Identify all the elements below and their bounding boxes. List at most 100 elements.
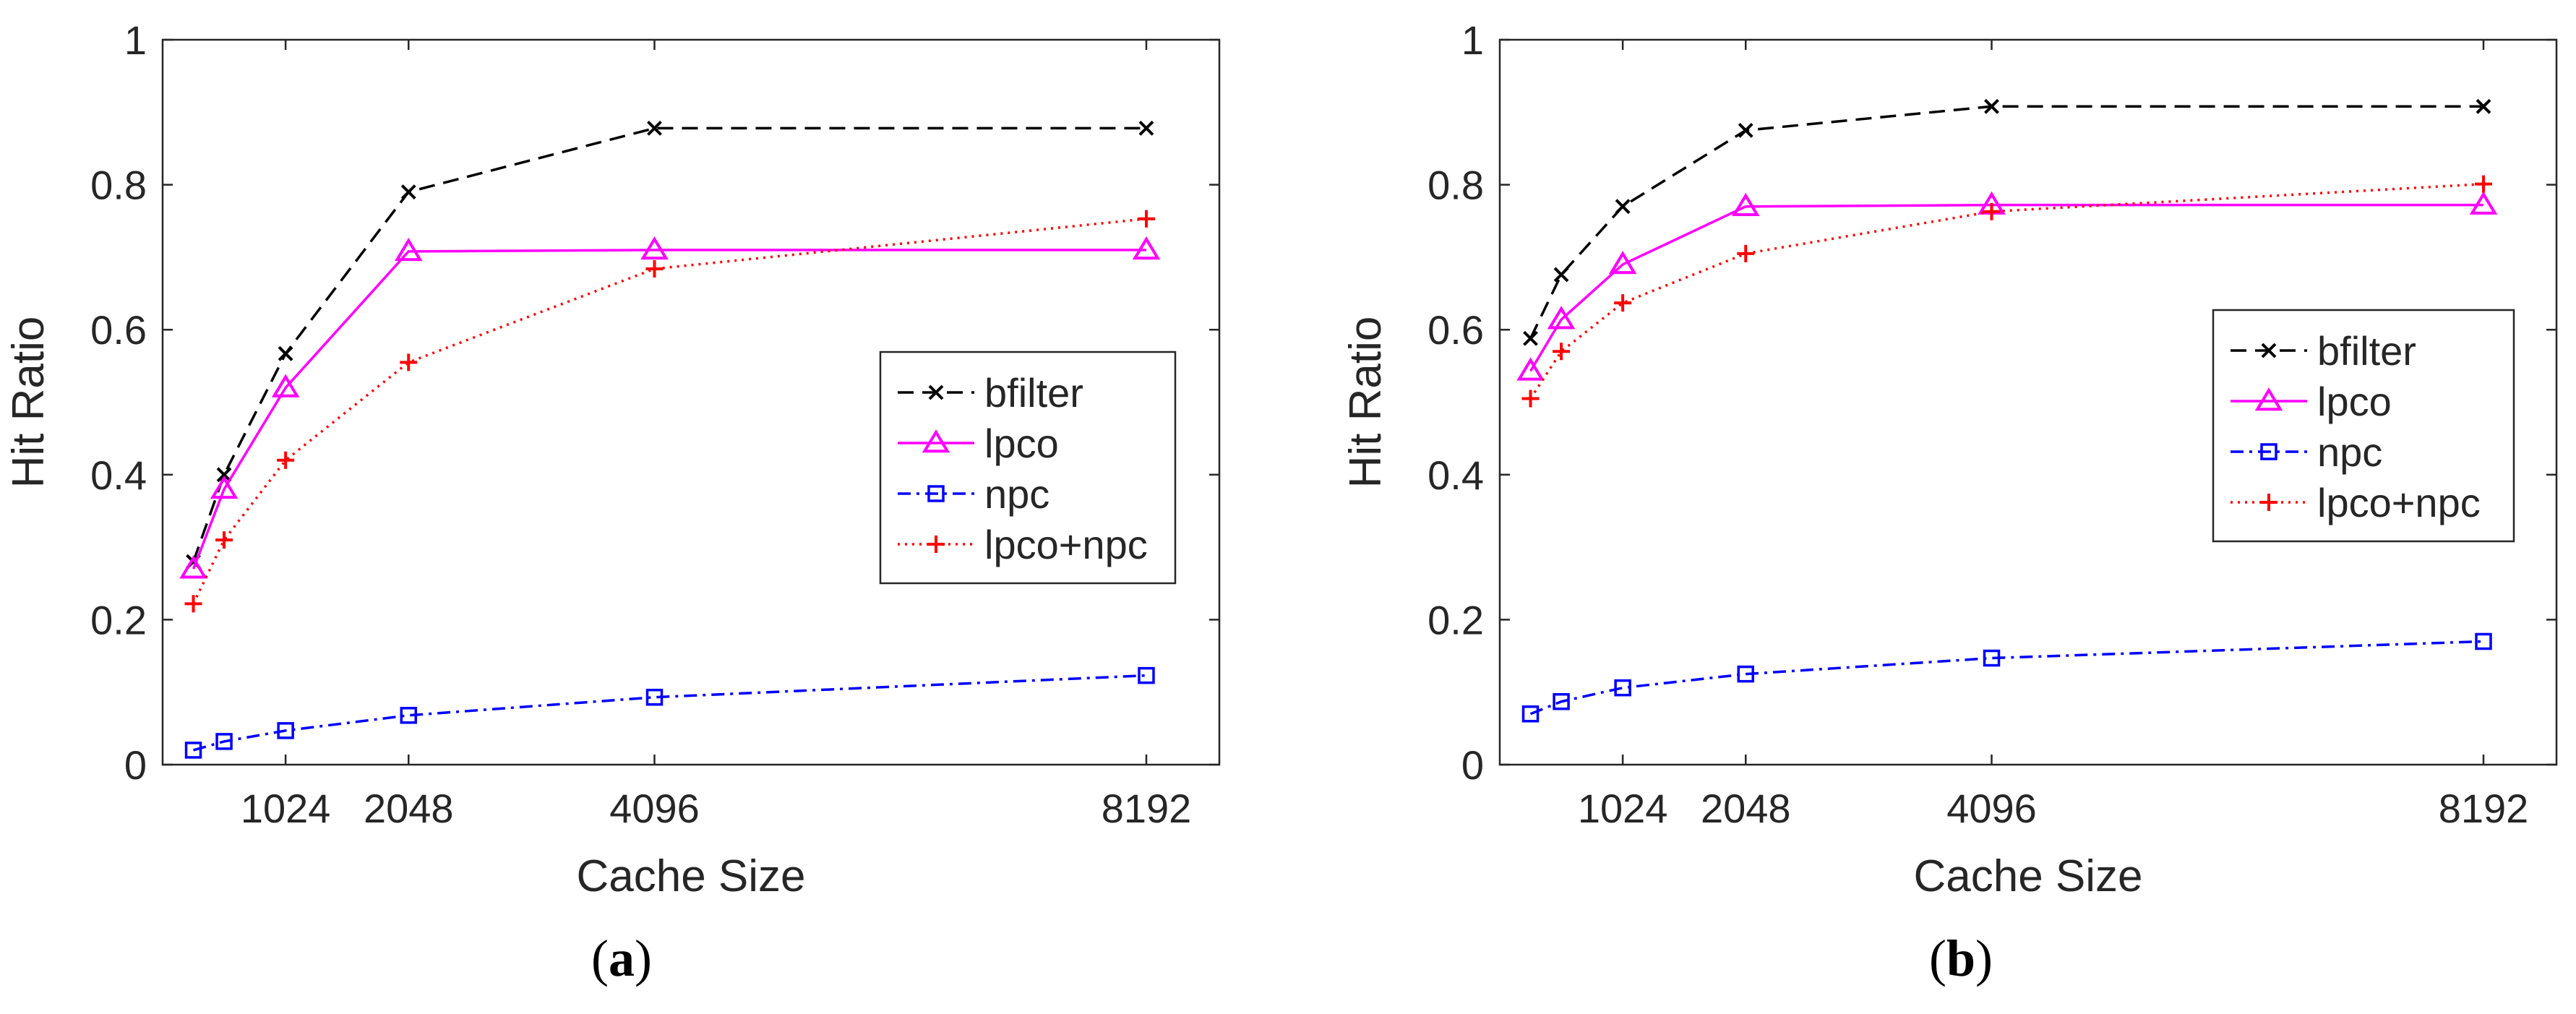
y-tick-label: 0.6	[1427, 307, 1484, 353]
y-tick-label: 0.2	[90, 597, 147, 643]
data-point-npc	[184, 742, 202, 759]
legend-marker-bfilter	[2261, 343, 2277, 358]
data-point-lpco	[640, 236, 669, 260]
data-point-bfilter	[2476, 98, 2491, 114]
panel-label-b-close: )	[1975, 929, 1993, 987]
data-point-lpco+npc	[1983, 202, 2001, 220]
data-point-lpco+npc	[1137, 210, 1155, 228]
y-tick-label: 1	[1461, 17, 1484, 63]
legend-label-lpco+npc: lpco+npc	[2317, 480, 2481, 525]
data-point-lpco	[1132, 236, 1161, 260]
data-point-npc	[2475, 632, 2492, 650]
y-tick-label: 0.6	[90, 307, 147, 353]
legend-label-lpco: lpco	[984, 421, 1059, 466]
data-point-bfilter	[1738, 122, 1753, 138]
x-tick-label: 4096	[1946, 786, 2037, 831]
legend-label-npc: npc	[984, 471, 1049, 517]
data-point-lpco+npc	[2474, 175, 2492, 193]
legend-marker-npc	[927, 485, 945, 502]
data-point-lpco	[271, 374, 300, 398]
y-tick-label: 0.4	[90, 452, 147, 498]
data-point-lpco	[1731, 192, 1760, 216]
y-tick-label: 0	[1461, 742, 1484, 788]
x-tick-label: 8192	[2439, 786, 2529, 831]
legend-b: bfilter lpco npc lpco+npc	[2212, 309, 2515, 543]
data-point-npc	[645, 688, 664, 706]
panel-label-b: (b)	[1852, 929, 2069, 989]
series-bfilter	[1523, 98, 2491, 346]
x-axis-label: Cache Size	[576, 851, 805, 901]
legend-label-bfilter: bfilter	[2317, 328, 2416, 374]
series-lpco+npc	[1521, 175, 2492, 408]
legend-marker-lpco+npc	[927, 536, 945, 553]
legend-label-npc: npc	[2317, 429, 2382, 475]
data-point-lpco+npc	[1553, 343, 1571, 361]
y-tick-label: 0.2	[1427, 597, 1484, 643]
data-point-npc	[1614, 679, 1631, 697]
data-point-npc	[400, 707, 417, 724]
series-line-lpco	[192, 249, 1146, 570]
data-point-lpco	[2469, 191, 2498, 215]
data-point-bfilter	[647, 120, 662, 136]
data-point-lpco+npc	[277, 451, 295, 469]
legend-marker-lpco	[2254, 387, 2283, 411]
legend-marker-npc	[2260, 443, 2277, 460]
data-point-lpco	[1547, 306, 1576, 330]
data-point-bfilter	[1553, 267, 1569, 283]
data-point-lpco	[210, 475, 239, 499]
data-point-npc	[1737, 665, 1754, 683]
legend-label-lpco: lpco	[2317, 379, 2392, 424]
series-line-bfilter	[1529, 105, 2483, 339]
panel-label-b-letter: b	[1946, 929, 1976, 987]
data-point-lpco+npc	[215, 531, 233, 549]
panel-label-a-close: )	[635, 929, 652, 987]
data-point-lpco	[394, 237, 423, 262]
data-point-lpco+npc	[1614, 294, 1632, 312]
y-axis-label: Hit Ratio	[4, 317, 53, 489]
data-point-bfilter	[1138, 120, 1154, 136]
x-tick-label: 2048	[364, 786, 454, 831]
series-lpco	[179, 236, 1161, 579]
data-point-bfilter	[216, 467, 232, 483]
data-point-npc	[215, 733, 233, 750]
x-tick-label: 4096	[609, 786, 700, 831]
data-point-bfilter	[278, 345, 293, 361]
data-point-bfilter	[1615, 199, 1631, 215]
data-point-lpco	[1608, 251, 1637, 275]
legend-marker-lpco	[922, 429, 950, 453]
panel-label-b-open: (	[1928, 929, 1946, 987]
legend-marker-lpco+npc	[2260, 494, 2277, 511]
series-npc	[1521, 632, 2492, 723]
panel-label-a-letter: a	[609, 929, 635, 987]
y-tick-label: 0.8	[1427, 163, 1484, 208]
data-point-lpco+npc	[1737, 244, 1755, 262]
y-tick-label: 0.8	[90, 163, 147, 208]
y-axis-label: Hit Ratio	[1341, 317, 1391, 489]
data-point-npc	[1521, 705, 1540, 723]
series-line-lpco+npc	[192, 217, 1147, 605]
data-point-npc	[1983, 649, 2001, 667]
series-lpco+npc	[184, 210, 1155, 613]
series-line-npc	[193, 674, 1147, 752]
data-point-bfilter	[1523, 330, 1538, 346]
panel-label-a-open: (	[591, 929, 609, 987]
series-lpco	[1516, 191, 2498, 381]
panel-label-a: (a)	[513, 929, 730, 989]
data-point-lpco+npc	[645, 259, 664, 278]
data-point-npc	[277, 722, 294, 739]
legend-label-lpco+npc: lpco+npc	[984, 522, 1148, 567]
legend-marker-bfilter	[928, 384, 944, 400]
data-point-bfilter	[400, 184, 416, 200]
series-line-npc	[1529, 640, 2484, 716]
series-npc	[184, 666, 1155, 759]
data-point-npc	[1138, 666, 1155, 684]
data-point-bfilter	[1984, 98, 1999, 114]
chart-panel-b: 0 0.2 0.4 0.6 0.8 1 1024 2048 4096 8192 Cache Size…	[1341, 17, 2558, 901]
x-tick-label: 8192	[1102, 786, 1192, 831]
x-tick-label: 2048	[1701, 786, 1791, 831]
y-tick-label: 0.4	[1427, 452, 1484, 498]
legend-a: bfilter lpco npc lpco+npc	[879, 351, 1177, 585]
chart-panel-a: 0 0.2 0.4 0.6 0.8 1 1024 2048 4096 8192 Cache Size…	[4, 17, 1221, 901]
y-tick-label: 1	[124, 17, 147, 63]
